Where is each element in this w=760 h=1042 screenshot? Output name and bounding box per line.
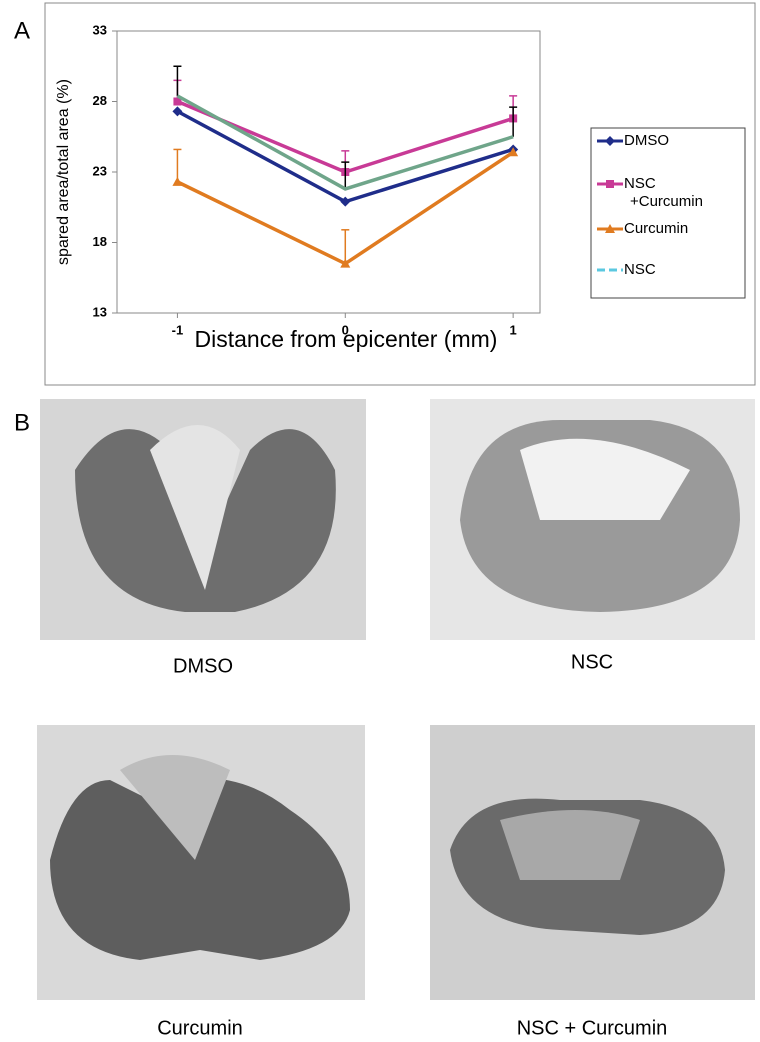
image-caption: NSC <box>571 651 613 673</box>
point <box>605 136 615 146</box>
plot-frame <box>116 30 541 314</box>
legend-label-line: +Curcumin <box>630 193 703 210</box>
y-tick-label: 13 <box>93 304 107 319</box>
error-bar <box>341 161 350 189</box>
micrograph <box>430 399 755 640</box>
y-axis-label: spared area/total area (%) <box>55 79 72 265</box>
legend-label: DMSO <box>624 132 669 149</box>
panel-a-frame <box>44 2 756 386</box>
point <box>173 97 182 106</box>
error-bar <box>173 65 182 96</box>
y-tick-label: 23 <box>93 163 107 178</box>
line <box>176 94 514 191</box>
x-tick-label: 0 <box>342 322 349 337</box>
x-tick-label: -1 <box>172 322 184 337</box>
y-tick-label: 18 <box>93 234 107 249</box>
image-caption: NSC + Curcumin <box>517 1017 668 1039</box>
point <box>606 180 614 188</box>
series <box>172 147 519 268</box>
image-caption: Curcumin <box>157 1017 243 1039</box>
point <box>340 258 351 268</box>
micrograph <box>430 725 755 1000</box>
panel-label: A <box>14 17 30 44</box>
error-bar <box>173 148 182 182</box>
legend-label: Curcumin <box>624 220 688 237</box>
point <box>508 147 519 157</box>
legend-label: NSC <box>624 261 656 278</box>
error-bar <box>509 106 518 137</box>
legend-frame <box>590 127 746 299</box>
legend-label: NSC +Curcumin <box>624 175 703 210</box>
point <box>172 176 183 186</box>
y-tick-label: 28 <box>93 93 107 108</box>
y-tick-label: 33 <box>93 22 107 37</box>
panel-label: B <box>14 409 30 436</box>
image-caption: DMSO <box>173 655 233 677</box>
legend-label-line: NSC <box>624 175 656 192</box>
series <box>173 65 518 191</box>
micrograph <box>40 399 366 640</box>
point <box>605 224 615 233</box>
error-bar <box>341 229 350 264</box>
x-tick-label: 1 <box>510 322 517 337</box>
micrograph <box>37 725 365 1000</box>
point <box>172 106 183 117</box>
x-axis-label: Distance from epicenter (mm) <box>195 326 498 352</box>
point <box>340 196 351 207</box>
